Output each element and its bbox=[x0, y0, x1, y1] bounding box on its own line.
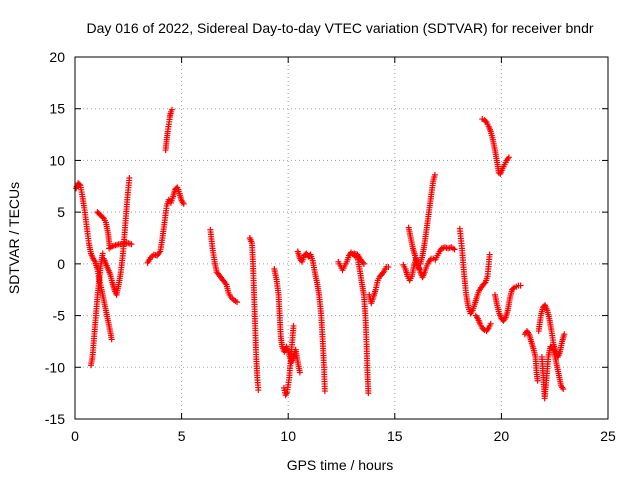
y-axis-label: SDTVAR / TECUs bbox=[6, 182, 22, 294]
data-point bbox=[359, 259, 366, 266]
series-arc-19 bbox=[456, 225, 493, 317]
series-arc-16 bbox=[400, 244, 458, 284]
data-point bbox=[255, 387, 262, 394]
series-arc-06 bbox=[144, 184, 187, 266]
series-arc-24 bbox=[535, 302, 568, 360]
data-point bbox=[416, 266, 423, 273]
series-arc-02 bbox=[87, 250, 106, 369]
data-point bbox=[126, 175, 133, 182]
data-point bbox=[108, 336, 115, 343]
data-point bbox=[431, 171, 438, 178]
chart-title: Day 016 of 2022, Sidereal Day-to-day VTE… bbox=[86, 20, 593, 36]
series-arc-17 bbox=[405, 224, 423, 273]
data-point bbox=[234, 299, 241, 306]
data-point bbox=[487, 320, 494, 327]
series-arc-08 bbox=[207, 226, 241, 306]
y-tick-label: 0 bbox=[57, 256, 65, 272]
data-point bbox=[451, 246, 458, 253]
data-point bbox=[534, 377, 541, 384]
series-arc-12 bbox=[294, 248, 328, 395]
plot-frame bbox=[74, 56, 609, 420]
y-tick-label: -10 bbox=[45, 359, 65, 375]
data-point bbox=[510, 285, 517, 292]
data-point bbox=[128, 241, 135, 248]
data-point bbox=[505, 154, 512, 161]
data-point bbox=[486, 251, 493, 258]
y-tick-label: 10 bbox=[49, 152, 65, 168]
data-point bbox=[321, 388, 328, 395]
series-arc-15 bbox=[366, 263, 392, 307]
series-arc-09 bbox=[246, 235, 262, 394]
data-point bbox=[222, 280, 229, 287]
y-tick-label: -5 bbox=[53, 308, 66, 324]
data-point bbox=[76, 181, 83, 188]
data-point bbox=[296, 369, 303, 376]
series-arc-10 bbox=[271, 266, 303, 376]
series-arc-18 bbox=[417, 171, 438, 267]
y-tick-label: -15 bbox=[45, 411, 65, 427]
series-arc-03 bbox=[94, 209, 113, 249]
data-point bbox=[169, 106, 176, 113]
series-arc-13 bbox=[335, 249, 372, 397]
data-point bbox=[385, 263, 392, 270]
series-arc-04 bbox=[100, 175, 133, 298]
series-arc-07 bbox=[162, 106, 176, 154]
y-tick-label: 15 bbox=[49, 101, 65, 117]
data-point bbox=[290, 322, 297, 329]
data-point bbox=[99, 250, 106, 257]
series-arc-05 bbox=[106, 240, 135, 252]
data-point bbox=[99, 214, 106, 221]
data-point bbox=[548, 344, 555, 351]
series-arc-20 bbox=[472, 312, 494, 335]
data-point bbox=[561, 331, 568, 338]
y-tick-label: 5 bbox=[57, 204, 65, 220]
series-arc-14 bbox=[351, 250, 367, 267]
data-point bbox=[360, 260, 367, 267]
grid bbox=[75, 57, 608, 419]
series-arc-22 bbox=[492, 282, 524, 324]
x-tick-label: 5 bbox=[178, 428, 186, 444]
x-axis-label: GPS time / hours bbox=[287, 457, 394, 473]
series-arc-11 bbox=[280, 322, 297, 399]
x-tick-label: 25 bbox=[600, 428, 616, 444]
data-point bbox=[560, 386, 567, 393]
x-tick-label: 15 bbox=[387, 428, 403, 444]
series-arc-23 bbox=[521, 328, 541, 384]
data-point bbox=[365, 390, 372, 397]
series-arc-25 bbox=[538, 343, 567, 402]
data-point bbox=[180, 200, 187, 207]
data-point bbox=[481, 280, 488, 287]
data-point bbox=[482, 118, 489, 125]
x-tick-label: 20 bbox=[494, 428, 510, 444]
series-arc-01 bbox=[73, 180, 115, 343]
series-arc-21 bbox=[479, 116, 512, 177]
data-marks bbox=[73, 106, 568, 402]
data-point bbox=[156, 249, 163, 256]
x-tick-label: 0 bbox=[71, 428, 79, 444]
y-tick-label: 20 bbox=[49, 49, 65, 65]
x-tick-label: 10 bbox=[280, 428, 296, 444]
data-point bbox=[517, 282, 524, 289]
